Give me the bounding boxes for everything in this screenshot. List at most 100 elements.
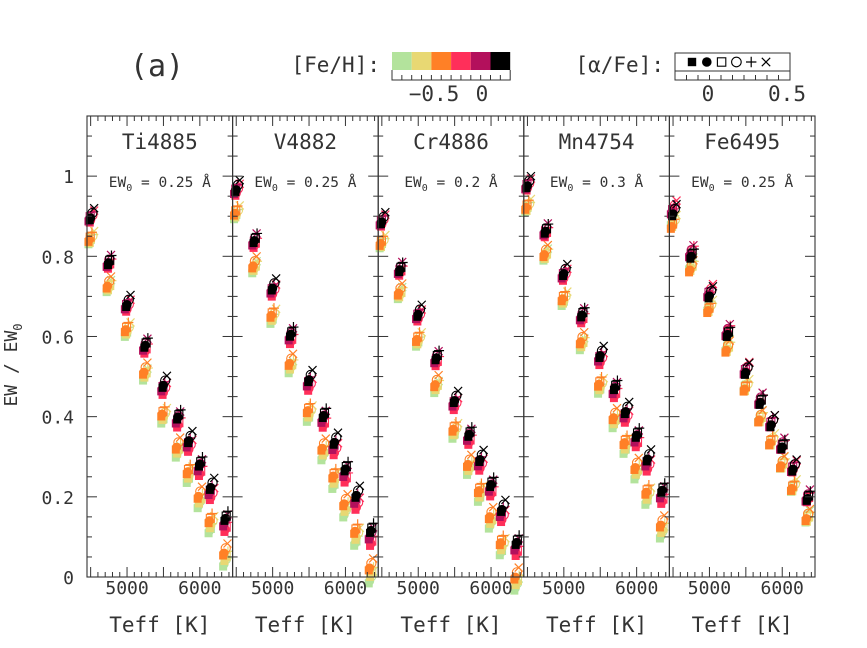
data-point [758,390,769,401]
data-point [620,435,630,445]
data-point [476,478,487,489]
data-points [84,203,233,571]
data-point [486,506,497,518]
ew0-value: = 0.25 Å [278,174,357,191]
ew0-prefix: EW [254,175,272,191]
data-point [611,380,621,390]
x-axis-label: Teff [K] [400,613,501,637]
ew0-value: = 0.3 Å [573,174,643,191]
data-point [558,291,568,301]
data-point [158,407,168,417]
feh-tick-label: 0 [476,82,489,106]
data-point [466,450,476,460]
ew0-annotation: EW0 = 0.25 Å [254,174,356,194]
data-point [514,530,525,541]
afe-legend-marker [761,57,771,67]
ew0-subscript: 0 [126,183,132,194]
data-point [450,417,461,428]
ew0-subscript: 0 [272,183,278,194]
data-point [330,463,341,474]
data-point [223,539,232,548]
data-point [86,227,97,238]
panel-title: V4882 [274,130,337,154]
data-point [514,563,524,572]
data-points [666,196,816,527]
ew0-prefix: EW [691,175,709,191]
data-point [252,228,263,239]
data-point [287,327,297,337]
afe-legend-marker [746,56,757,68]
data-point [414,327,425,338]
feh-swatch [392,52,412,70]
data-point [220,543,231,554]
data-point [352,519,363,530]
data-point [174,410,184,420]
feh-swatch [451,52,471,70]
data-point [329,469,339,479]
ew0-value: = 0.25 Å [715,174,794,191]
data-point [252,251,262,261]
feh-tick-label: −0.5 [409,82,460,106]
data-point [479,445,489,455]
panel-cr4886: 5000 6000 Cr4886 EW0 = 0.2 Å Teff [K] [375,115,525,637]
feh-swatch [470,52,491,70]
data-point [288,322,299,333]
data-point [540,244,552,255]
data-point [343,456,354,467]
data-point [766,436,776,446]
data-point [355,481,365,491]
data-point [687,249,697,259]
data-point [578,308,588,318]
data-point [658,483,668,493]
feh-color-scale: −0.5 0 [391,52,511,106]
data-point [767,430,778,441]
x-tick-label: 5000 [251,578,294,599]
data-point [498,499,509,510]
x-axis-label: Teff [K] [255,613,356,637]
data-point [756,395,766,405]
data-point [185,459,196,470]
afe-marker-scale: 0 0.5 [674,52,806,106]
x-tick-label: 5000 [542,578,585,599]
data-point [622,401,633,412]
data-point [657,515,668,526]
data-point [708,281,718,291]
data-point [87,207,98,219]
ew0-value: = 0.25 Å [132,174,211,191]
y-axis-label: EW / EW0 [1,323,25,406]
x-axis-label: Teff [K] [546,613,647,637]
data-point [792,455,802,464]
data-point [321,434,331,443]
x-axis-label: Teff [K] [692,613,793,637]
data-point [431,374,443,386]
panel-title: Fe6495 [704,130,780,154]
data-points [230,175,379,588]
data-point [501,495,510,505]
data-point [498,530,509,541]
ew0-prefix: EW [550,175,568,191]
data-point [740,382,750,392]
panel-label: (a) [130,49,184,84]
ew0-subscript: 0 [709,183,715,194]
data-point [562,259,572,269]
data-point [308,365,317,375]
y-tick-label: 0.6 [41,327,74,348]
data-point [704,303,714,313]
data-point [596,345,608,356]
ew0-prefix: EW [109,175,127,191]
data-point [173,437,184,448]
data-point [222,506,233,517]
data-point [126,290,135,300]
data-point [464,454,475,465]
data-point [397,257,408,268]
x-tick-label: 5000 [397,578,440,599]
data-point [352,485,364,496]
data-point [232,179,244,191]
x-axis-label: Teff [K] [109,613,210,637]
data-point [767,414,779,426]
data-point [522,200,532,210]
ew0-annotation: EW0 = 0.3 Å [550,174,644,194]
data-point [207,508,218,519]
data-point [644,449,655,460]
